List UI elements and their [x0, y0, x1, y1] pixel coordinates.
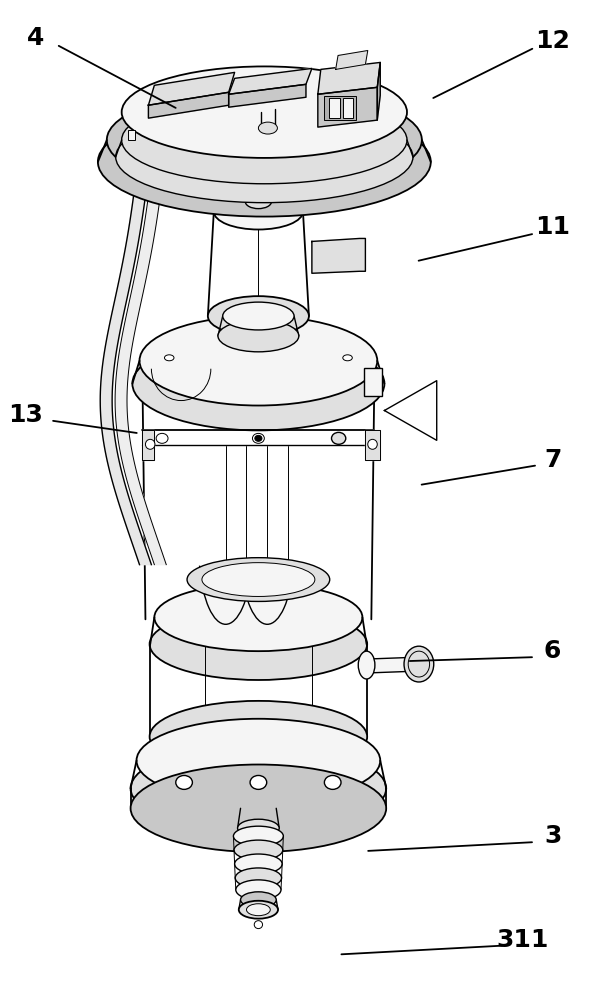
Polygon shape [229, 68, 312, 94]
Polygon shape [100, 147, 151, 565]
Ellipse shape [187, 558, 330, 601]
Ellipse shape [247, 904, 270, 916]
Ellipse shape [250, 775, 267, 789]
Ellipse shape [139, 316, 377, 406]
Ellipse shape [218, 320, 299, 352]
Polygon shape [318, 87, 377, 127]
Ellipse shape [122, 96, 407, 184]
Ellipse shape [137, 719, 380, 802]
Ellipse shape [245, 195, 271, 209]
Ellipse shape [239, 901, 278, 919]
Text: 13: 13 [8, 403, 43, 427]
Ellipse shape [98, 107, 431, 217]
Ellipse shape [343, 355, 352, 361]
Ellipse shape [235, 854, 282, 874]
Polygon shape [318, 62, 380, 94]
Ellipse shape [149, 608, 367, 680]
Ellipse shape [223, 302, 294, 330]
Ellipse shape [259, 122, 277, 134]
Ellipse shape [233, 826, 283, 846]
Ellipse shape [238, 819, 279, 837]
Text: 11: 11 [535, 215, 570, 239]
Polygon shape [377, 62, 380, 120]
Ellipse shape [253, 433, 265, 443]
Ellipse shape [234, 840, 283, 860]
Text: 4: 4 [27, 26, 44, 50]
Ellipse shape [164, 355, 174, 361]
Text: 7: 7 [544, 448, 562, 472]
Polygon shape [148, 92, 229, 118]
Polygon shape [365, 657, 419, 673]
Ellipse shape [404, 646, 434, 682]
Polygon shape [229, 84, 306, 107]
Ellipse shape [325, 775, 341, 789]
Ellipse shape [236, 880, 281, 900]
Ellipse shape [131, 765, 386, 852]
Ellipse shape [254, 921, 263, 929]
Bar [364, 368, 382, 396]
Ellipse shape [145, 439, 155, 449]
Ellipse shape [241, 892, 276, 908]
Polygon shape [312, 238, 365, 273]
Text: 3: 3 [544, 824, 562, 848]
Bar [343, 98, 353, 118]
Ellipse shape [107, 88, 422, 192]
Text: 311: 311 [497, 928, 549, 952]
Bar [329, 98, 340, 118]
Bar [324, 96, 356, 120]
Ellipse shape [255, 435, 262, 441]
Text: 12: 12 [535, 29, 570, 53]
Ellipse shape [332, 432, 346, 444]
Ellipse shape [133, 337, 385, 430]
Text: 6: 6 [544, 639, 562, 663]
Ellipse shape [122, 66, 407, 158]
Ellipse shape [208, 296, 309, 336]
Ellipse shape [358, 651, 375, 679]
Ellipse shape [176, 775, 193, 789]
Polygon shape [148, 72, 235, 105]
Ellipse shape [202, 563, 315, 596]
Ellipse shape [131, 745, 386, 832]
Bar [128, 130, 135, 140]
Ellipse shape [235, 868, 281, 888]
Polygon shape [385, 381, 437, 440]
Ellipse shape [116, 111, 413, 203]
Ellipse shape [149, 701, 367, 772]
Ellipse shape [368, 439, 377, 449]
Polygon shape [335, 51, 368, 69]
Polygon shape [115, 147, 166, 565]
Ellipse shape [156, 433, 168, 443]
Ellipse shape [154, 584, 362, 651]
Polygon shape [142, 430, 154, 460]
Ellipse shape [214, 194, 303, 230]
Polygon shape [365, 430, 380, 460]
